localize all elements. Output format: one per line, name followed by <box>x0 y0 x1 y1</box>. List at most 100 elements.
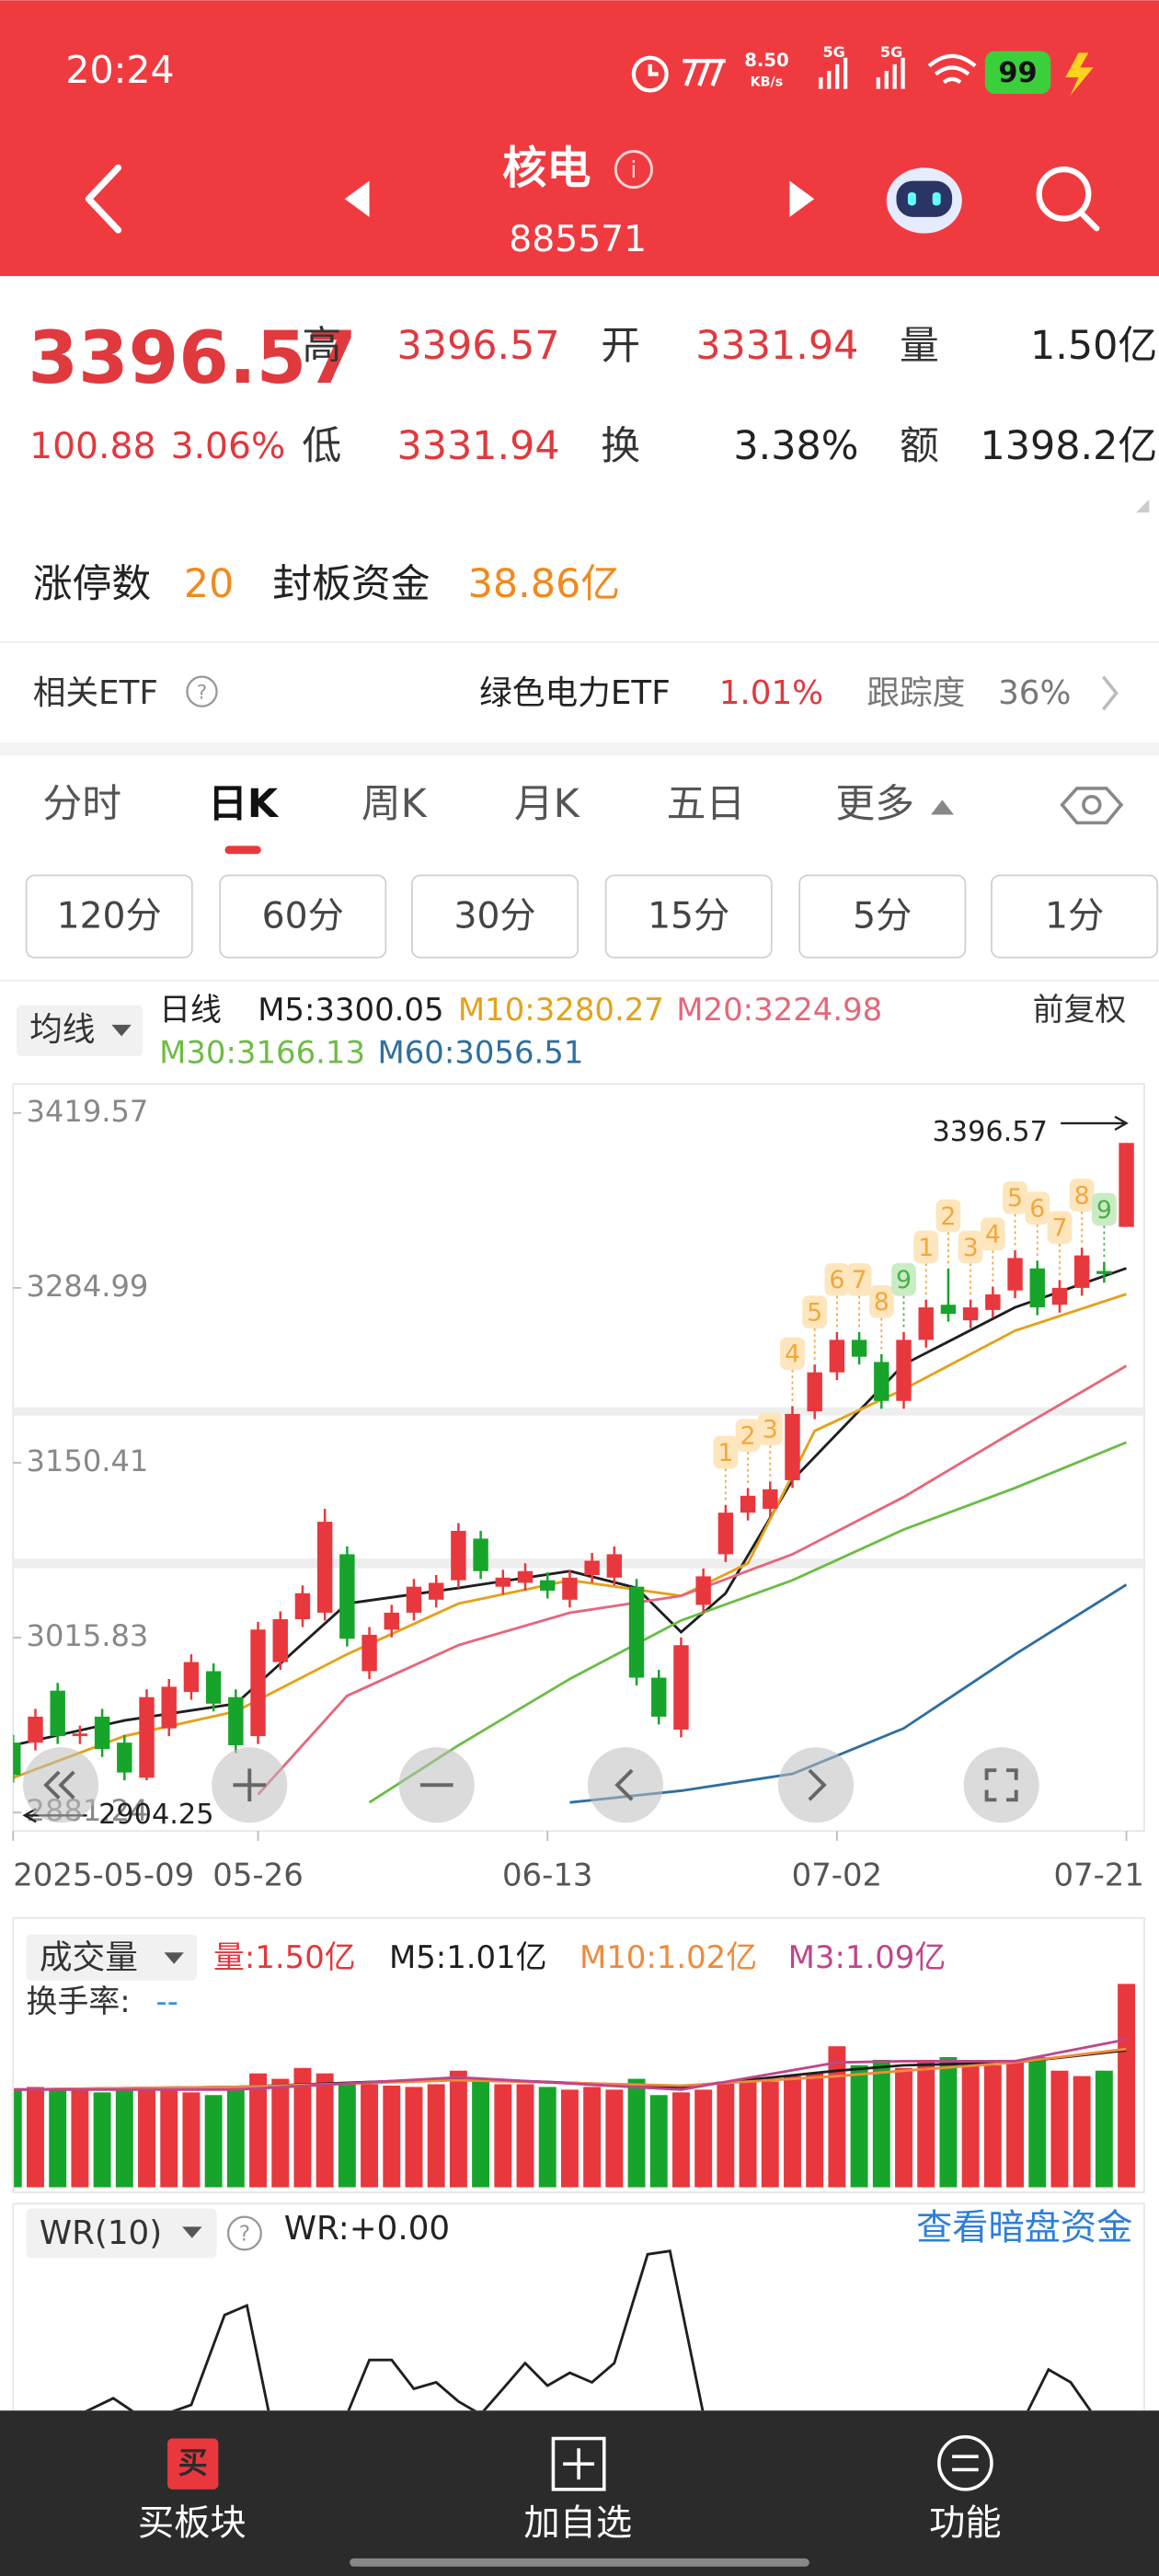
next-stock[interactable] <box>789 180 815 217</box>
ma-legend: M30:3166.13 <box>159 1035 365 1071</box>
line-series <box>13 2038 1127 2091</box>
etf-chevron[interactable] <box>1101 675 1119 711</box>
volume-bar <box>449 2070 467 2188</box>
etf-name[interactable]: 绿色电力ETF <box>479 674 671 712</box>
line-series <box>13 2047 1127 2091</box>
candle-body <box>651 1677 667 1717</box>
field-value: 3331.94 <box>695 323 858 369</box>
volume-bar <box>383 2085 401 2188</box>
candle-body <box>13 1742 21 1776</box>
fullscreen[interactable] <box>963 1747 1039 1823</box>
volume-bar <box>761 2081 779 2188</box>
period-label: 60分 <box>262 895 344 937</box>
y-tick-label: 3015.83 <box>27 1618 149 1653</box>
assistant-button[interactable] <box>886 167 962 234</box>
td-badge <box>802 1295 828 1328</box>
charge-icon <box>1065 52 1094 96</box>
nav-function[interactable]: 功能 <box>929 2503 1002 2545</box>
buy-icon <box>167 2438 219 2490</box>
etf-change: 1.01% <box>719 674 823 712</box>
volume-bar <box>338 2084 356 2188</box>
period-button[interactable] <box>25 874 193 959</box>
status-time: 20:24 <box>65 48 174 92</box>
prev-stock[interactable] <box>344 180 370 217</box>
period-button[interactable] <box>798 874 967 959</box>
volume-bar <box>271 2078 290 2188</box>
period-button[interactable] <box>411 874 580 959</box>
limit-up-count: 20 <box>184 561 235 607</box>
y-tick-label: 3150.41 <box>27 1443 149 1478</box>
ma-legend: M20:3224.98 <box>676 992 882 1028</box>
tab[interactable]: 五日 <box>667 781 746 827</box>
candle-body <box>763 1489 778 1509</box>
td-count: 1 <box>717 1439 733 1467</box>
adjust-label[interactable]: 前复权 <box>1033 992 1127 1028</box>
candle-body <box>807 1372 822 1412</box>
more-arrow <box>930 799 954 815</box>
nav-bg <box>0 2410 1159 2576</box>
tab[interactable]: 周K <box>361 781 428 827</box>
field-label: 量 <box>900 323 939 369</box>
indicator-selector[interactable] <box>26 2208 217 2259</box>
volume-bar <box>605 2089 624 2188</box>
candle-body <box>205 1671 222 1704</box>
volume-bar <box>316 2073 334 2188</box>
volume-bar <box>538 2087 557 2188</box>
scroll-left[interactable] <box>587 1747 664 1823</box>
td-badge <box>1003 1180 1027 1214</box>
max-price-arrow <box>1061 1115 1129 1132</box>
info-icon[interactable] <box>614 150 653 190</box>
wr-help[interactable] <box>226 2215 262 2251</box>
volume-bar <box>160 2087 178 2188</box>
plot-band <box>13 1558 1144 1569</box>
icon-plus <box>233 1768 267 1802</box>
candle-body <box>384 1612 399 1630</box>
search-button[interactable] <box>1036 166 1100 232</box>
icon-left <box>614 1768 634 1801</box>
period-button[interactable] <box>604 874 773 959</box>
x-tick-label: 05-26 <box>212 1857 303 1893</box>
tab[interactable]: 分时 <box>42 781 121 827</box>
candle-body <box>406 1586 422 1613</box>
candle-body <box>294 1593 311 1620</box>
tab[interactable]: 更多 <box>835 781 914 827</box>
settings-button[interactable] <box>1060 787 1124 825</box>
nav-add[interactable]: 加自选 <box>523 2503 632 2545</box>
volume-bar <box>671 2092 690 2188</box>
candle-body <box>517 1570 534 1583</box>
x-tick-label: 06-13 <box>502 1857 592 1893</box>
indicator-selector[interactable] <box>26 1934 198 1981</box>
signal-2-label: 5G <box>880 43 902 61</box>
period-button[interactable] <box>219 874 387 959</box>
net-speed: 8.50 <box>744 50 788 71</box>
expand-corner[interactable] <box>1136 499 1150 513</box>
candle-body <box>940 1305 957 1315</box>
volume-bar <box>1050 2070 1069 2188</box>
etf-help[interactable] <box>186 675 218 707</box>
line-series <box>257 1364 1128 1796</box>
price-plot-frame <box>12 1083 1145 1833</box>
period-button[interactable] <box>991 874 1159 959</box>
volume-bar <box>49 2089 67 2188</box>
tab[interactable]: 日K <box>208 781 280 827</box>
settings-hex <box>1060 787 1124 825</box>
wr-title: WR(10) <box>40 2214 162 2252</box>
volume-bar <box>828 2046 846 2188</box>
back-button[interactable] <box>85 164 122 234</box>
scroll-right[interactable] <box>777 1747 855 1823</box>
volume-bar <box>583 2087 602 2188</box>
volume-bar <box>560 2089 579 2188</box>
nav-buy[interactable]: 买板块 <box>138 2503 247 2545</box>
ma-selector[interactable] <box>16 1005 143 1056</box>
volume-bar <box>649 2095 668 2188</box>
period-label: 日线 <box>159 992 222 1028</box>
candle-body <box>228 1696 244 1745</box>
dropdown-arrow <box>164 1952 184 1964</box>
tab[interactable]: 月K <box>514 781 580 827</box>
candle-body <box>785 1413 800 1480</box>
volume-bar <box>627 2078 646 2188</box>
dark-pool-link[interactable]: 查看暗盘资金 <box>916 2207 1132 2248</box>
candle-body <box>473 1538 488 1571</box>
buy-icon-label: 买 <box>178 2445 208 2480</box>
